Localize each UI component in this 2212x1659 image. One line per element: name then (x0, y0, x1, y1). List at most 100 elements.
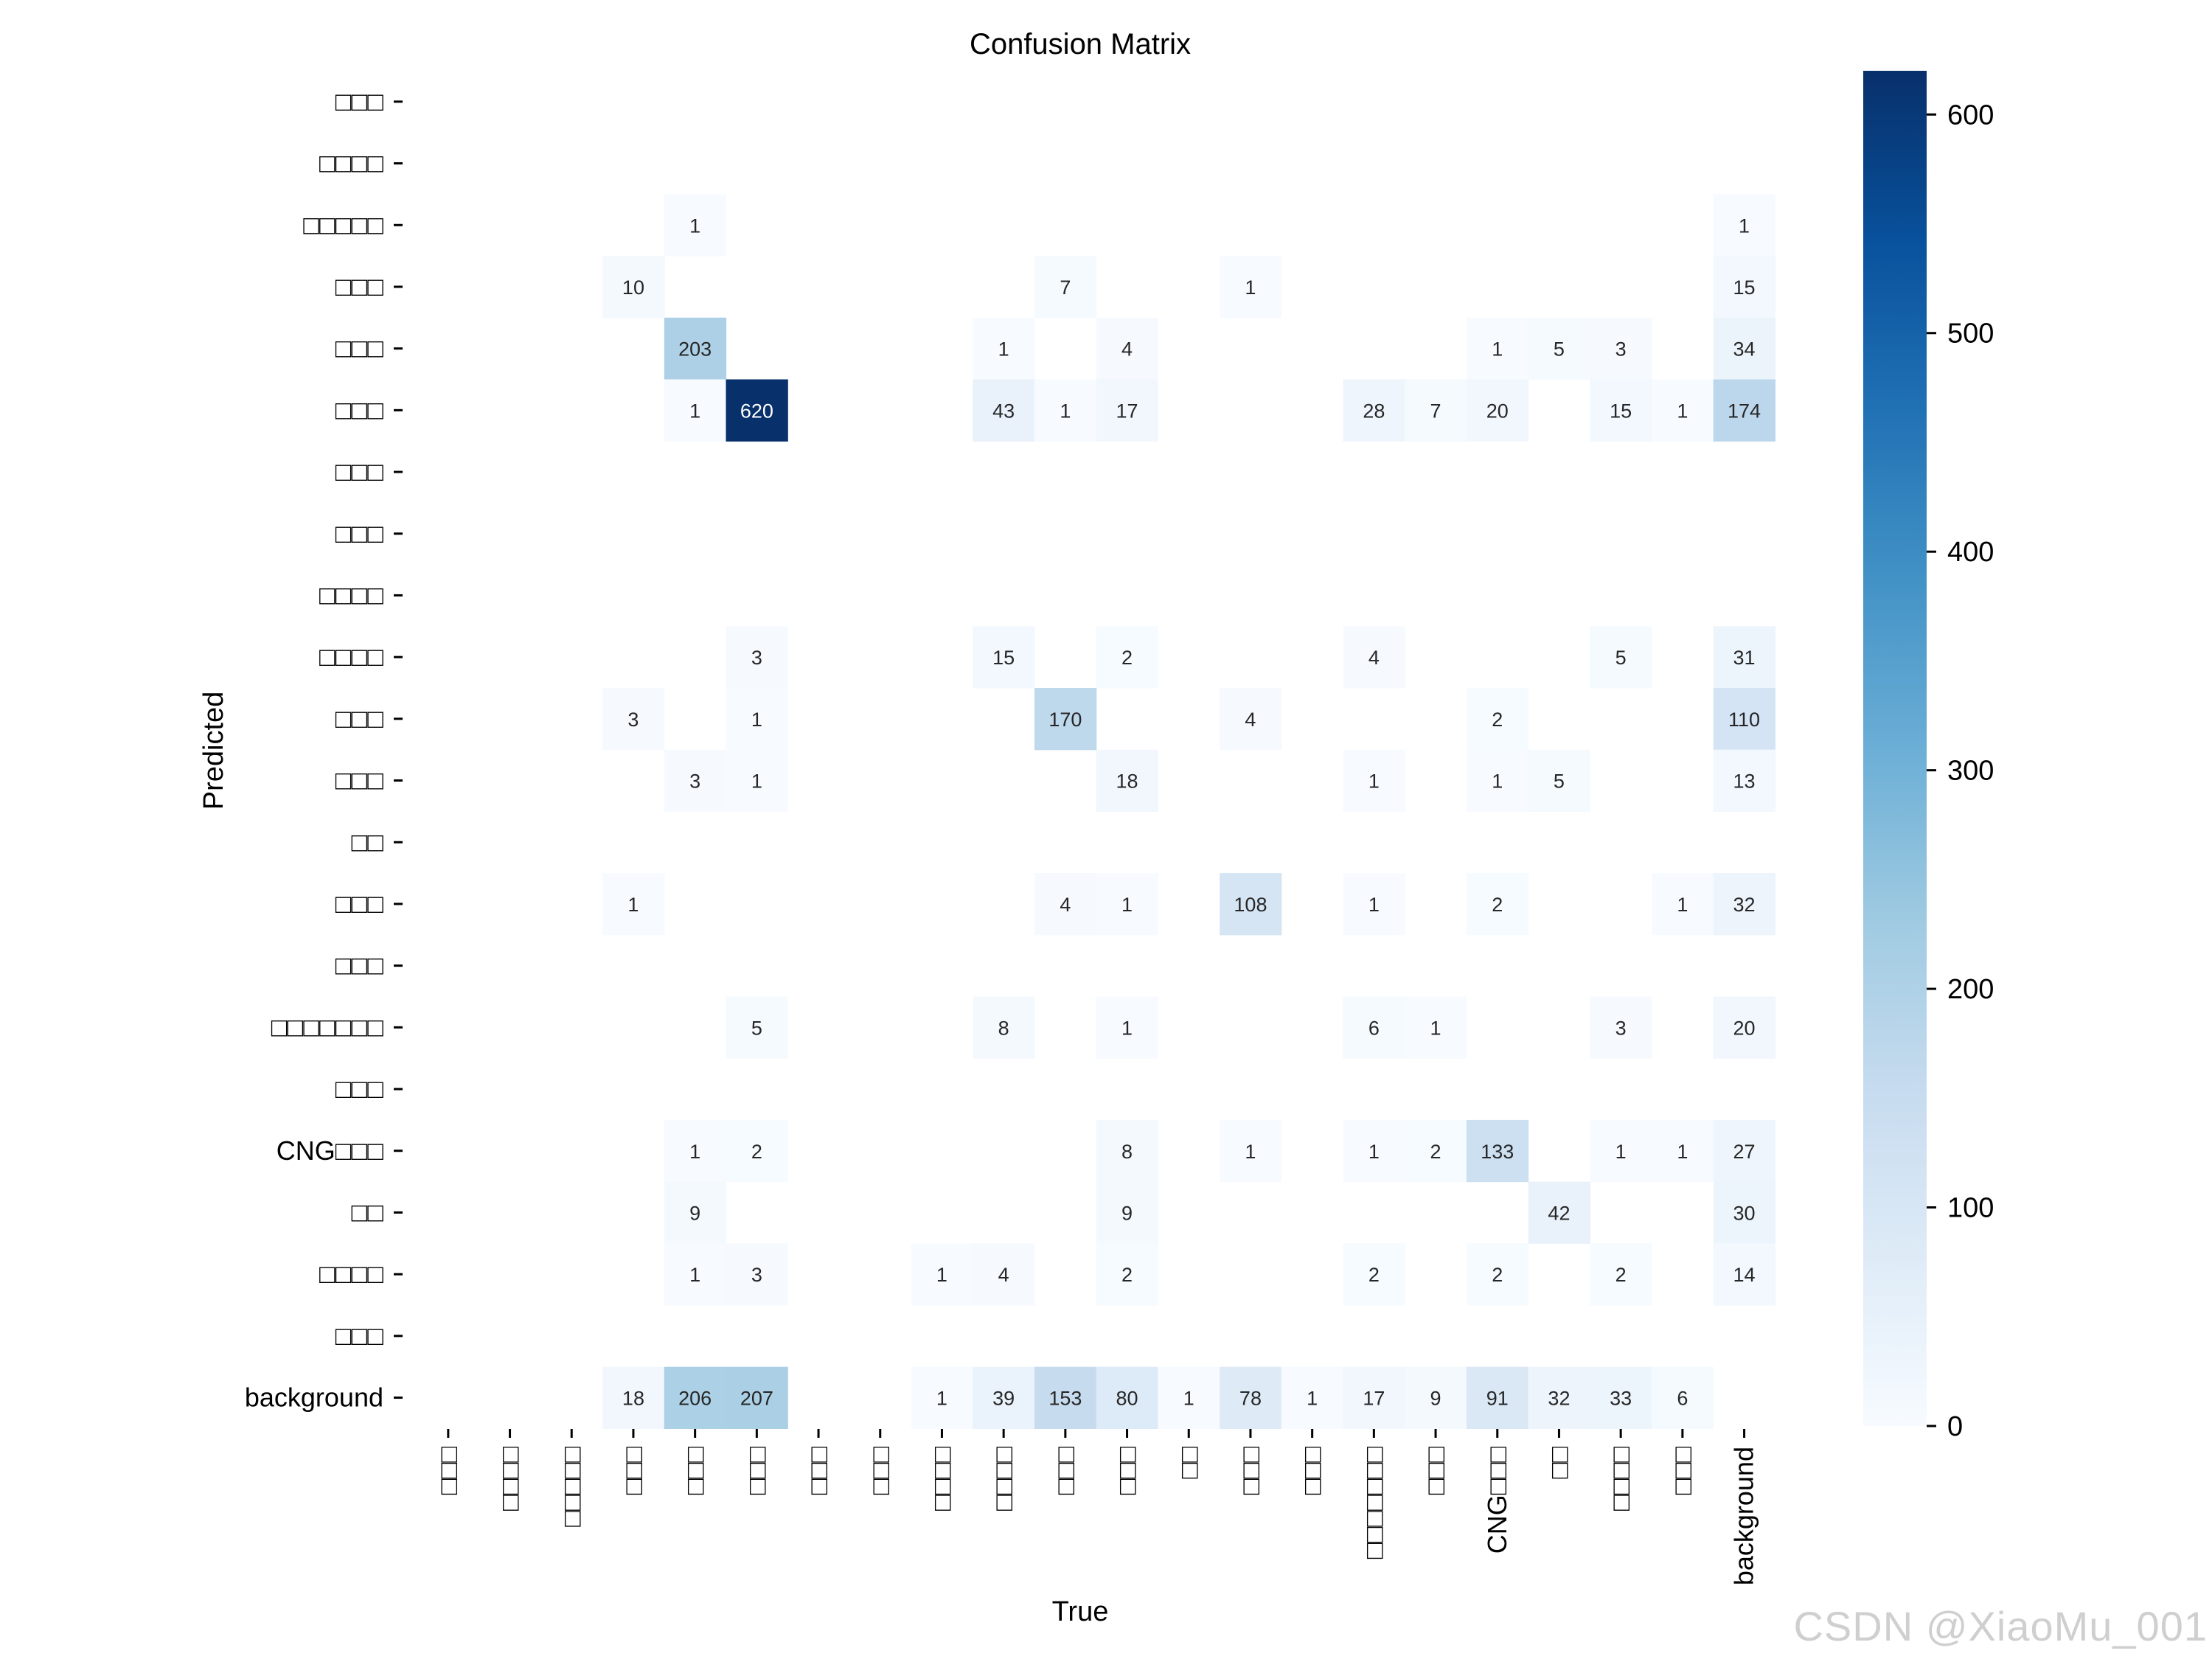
x-tick-label: □□□□□□□ (1358, 1447, 1388, 1559)
heatmap-cell (1034, 873, 1097, 936)
heatmap-cell (1096, 996, 1158, 1059)
heatmap-cell (1096, 626, 1158, 689)
heatmap-cell (973, 996, 1035, 1059)
cell-value-label: 13 (1733, 771, 1756, 793)
heatmap-cell (602, 256, 665, 319)
heatmap-cell (973, 1243, 1035, 1306)
cell-value-label: 78 (1239, 1388, 1262, 1410)
cell-value-label: 207 (740, 1388, 773, 1410)
cell-value-label: 153 (1048, 1388, 1082, 1410)
cell-value-label: 20 (1733, 1017, 1756, 1039)
cell-value-label: 6 (1368, 1017, 1380, 1039)
heatmap-cell (973, 626, 1035, 689)
heatmap-cell (973, 379, 1035, 442)
y-tick-label: □□□□□ (303, 209, 383, 240)
cell-value-label: 1 (1245, 1141, 1256, 1163)
y-tick-label: □□□ (335, 888, 383, 919)
x-tick-label: □□□ (618, 1447, 648, 1495)
cell-value-label: 2 (751, 1141, 762, 1163)
heatmap-cell (664, 749, 727, 812)
heatmap-cell (1528, 1366, 1590, 1429)
x-tick-label: □□ (1543, 1447, 1573, 1479)
cell-value-label: 1 (1492, 771, 1503, 793)
cell-value-label: 7 (1430, 400, 1441, 422)
heatmap-cell (664, 1366, 727, 1429)
heatmap-cell (1405, 1366, 1467, 1429)
heatmap-cell (1528, 317, 1590, 380)
heatmap-cell (664, 379, 727, 442)
y-tick-label: □□□ (335, 1321, 383, 1351)
colorbar-tick-label: 400 (1947, 537, 1994, 568)
heatmap-cell (1405, 996, 1467, 1059)
cell-value-label: 1 (1492, 338, 1503, 361)
cell-value-label: 17 (1363, 1388, 1385, 1410)
cell-value-label: 7 (1060, 276, 1071, 299)
cell-value-label: 18 (622, 1388, 644, 1410)
cell-value-label: 5 (751, 1017, 762, 1039)
x-tick-label: □□□ (865, 1447, 895, 1495)
cell-value-label: 1 (689, 215, 700, 237)
cell-value-label: 15 (1733, 276, 1756, 299)
cell-value-label: 3 (627, 709, 639, 731)
x-tick-label: CNG□□□ (1482, 1447, 1512, 1554)
cell-value-label: 620 (740, 400, 773, 422)
y-tick-label: □□□ (335, 394, 383, 425)
heatmap-cell (1713, 626, 1775, 689)
heatmap-cell (726, 379, 788, 442)
heatmap-cell (1096, 1243, 1158, 1306)
cell-value-label: 1 (1677, 400, 1688, 422)
y-tick-label: □□ (352, 827, 384, 857)
cell-value-label: 33 (1610, 1388, 1632, 1410)
cell-value-label: 1 (1677, 894, 1688, 916)
heatmap-cell (1466, 317, 1529, 380)
colorbar-tick-label: 200 (1947, 974, 1994, 1005)
cell-value-label: 1 (1245, 276, 1256, 299)
cell-value-label: 9 (1121, 1202, 1133, 1224)
heatmap-cell (664, 1181, 727, 1244)
y-tick-label: □□□ (335, 765, 383, 796)
cell-value-label: 15 (992, 647, 1015, 669)
y-tick-label: □□□□ (319, 148, 383, 178)
heatmap-cell (726, 749, 788, 812)
x-tick-label: □□□ (1420, 1447, 1450, 1495)
heatmap-cell (1713, 194, 1775, 257)
cell-value-label: 27 (1733, 1141, 1756, 1163)
heatmap-cell (911, 1366, 973, 1429)
x-tick-label: □□□□ (988, 1447, 1018, 1511)
cell-value-label: 43 (992, 400, 1015, 422)
heatmap-cell (664, 1243, 727, 1306)
y-tick-label: □□□□ (319, 641, 383, 672)
x-tick-label: □□ (1173, 1447, 1203, 1479)
heatmap-cell (1528, 1181, 1590, 1244)
x-tick-label: □□□ (433, 1447, 463, 1495)
watermark-text: CSDN @XiaoMu_001 (1793, 1603, 2208, 1649)
cell-value-label: 91 (1486, 1388, 1509, 1410)
heatmap-cell (664, 1119, 727, 1183)
y-axis-title: Predicted (198, 692, 229, 810)
cell-value-label: 3 (1615, 338, 1627, 361)
heatmap-cell (1343, 749, 1405, 812)
cell-value-label: 5 (1615, 647, 1627, 669)
y-tick-label: □□□□ (319, 580, 383, 610)
cell-value-label: 18 (1116, 771, 1138, 793)
heatmap-cell (1466, 873, 1529, 936)
cell-value-label: 8 (998, 1017, 1009, 1039)
x-tick-label: □□□□ (926, 1447, 956, 1511)
x-tick-label: □□□ (1667, 1447, 1697, 1495)
heatmap-cell (1343, 996, 1405, 1059)
heatmap-cell (1096, 1366, 1158, 1429)
cell-value-label: 133 (1481, 1141, 1514, 1163)
y-tick-label: CNG□□□ (276, 1135, 383, 1166)
cell-value-label: 1 (751, 771, 762, 793)
cell-value-label: 170 (1048, 709, 1082, 731)
cell-value-label: 2 (1492, 894, 1503, 916)
cell-value-label: 1 (1060, 400, 1071, 422)
colorbar-axis: 0 100 200 300 400 500 600 (1927, 100, 1994, 1442)
cell-value-label: 2 (1492, 709, 1503, 731)
heatmap-cell (1466, 379, 1529, 442)
x-axis-title: True (1052, 1596, 1109, 1627)
heatmap-cell (1158, 1366, 1220, 1429)
cell-value-label: 1 (627, 894, 639, 916)
heatmap-cell (1590, 317, 1652, 380)
heatmap-cell (1220, 1366, 1282, 1429)
